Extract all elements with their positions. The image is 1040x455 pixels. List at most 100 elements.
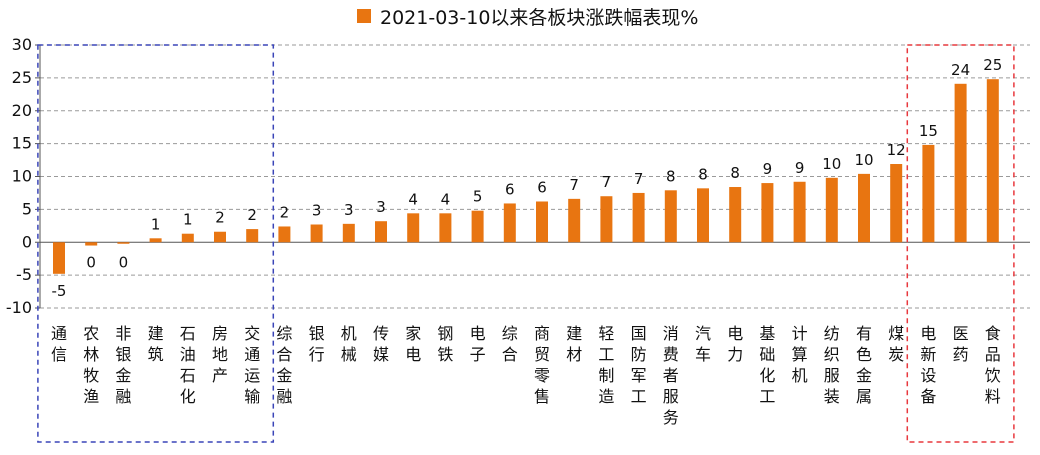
gridlines [40, 44, 1030, 309]
bar [954, 83, 967, 243]
category-label: 房地产 [212, 324, 228, 385]
legend-swatch [357, 9, 371, 23]
y-tick-label: 0 [22, 232, 32, 251]
bar [375, 221, 387, 243]
data-label: 5 [473, 188, 483, 206]
bar [568, 198, 581, 243]
bar [600, 196, 613, 243]
category-label: 汽车 [695, 324, 711, 364]
y-tick-label: 10 [12, 167, 32, 186]
category-label: 农林牧渔 [83, 324, 99, 406]
category-label: 机械 [341, 324, 357, 364]
bar [471, 210, 484, 243]
data-label: 15 [919, 122, 938, 140]
category-label: 纺织服装 [824, 324, 840, 406]
category-label: 通信 [51, 324, 67, 364]
bar [503, 203, 516, 243]
category-label: 交通运输 [244, 324, 260, 406]
category-label: 非银金融 [115, 324, 131, 406]
category-label: 综合 [502, 324, 518, 364]
category-label: 家电 [405, 324, 421, 364]
data-label: 2 [215, 209, 225, 227]
data-label: 2 [280, 203, 290, 221]
category-label: 消费者服务 [663, 324, 679, 427]
bar [310, 224, 323, 243]
data-label: -5 [52, 282, 67, 300]
y-tick-label: -10 [6, 298, 32, 317]
bar [117, 242, 130, 244]
data-label: 3 [376, 198, 386, 216]
bar [858, 173, 870, 243]
data-label: 7 [634, 170, 644, 188]
y-tick-label: 15 [12, 134, 32, 153]
bar [181, 233, 194, 243]
data-label: 9 [795, 159, 805, 177]
legend: 2021-03-10以来各板块涨跌幅表现% [357, 7, 698, 29]
category-label: 食品饮料 [985, 324, 1001, 406]
data-label: 6 [505, 180, 515, 198]
category-label: 电子 [470, 324, 486, 364]
bar [986, 79, 999, 243]
category-label: 基础化工 [759, 324, 775, 406]
data-label: 6 [537, 178, 547, 196]
category-label: 医药 [953, 324, 969, 364]
y-tick-label: 30 [12, 35, 32, 54]
data-label: 8 [730, 164, 740, 182]
bar [793, 181, 806, 243]
bar [729, 187, 742, 243]
data-label: 7 [569, 176, 579, 194]
category-label: 电新设备 [920, 324, 936, 406]
bar [761, 183, 774, 243]
bar [246, 229, 259, 243]
category-label: 煤炭 [888, 324, 904, 364]
data-label: 4 [441, 190, 451, 208]
category-label: 建材 [566, 324, 582, 364]
category-label: 电力 [727, 324, 743, 364]
highlight-boxes [37, 44, 1015, 443]
y-tick-label: 25 [12, 68, 32, 87]
data-label: 8 [666, 167, 676, 185]
data-label: 1 [151, 215, 161, 233]
category-label: 综合金融 [276, 324, 292, 406]
category-label: 有色金属 [856, 324, 872, 406]
data-label: 0 [119, 253, 129, 271]
bar [439, 213, 452, 243]
bar [632, 192, 645, 243]
data-label: 8 [698, 165, 708, 183]
data-label: 12 [887, 141, 906, 159]
data-label: 10 [822, 155, 841, 173]
bar [342, 223, 355, 243]
bar [825, 177, 838, 243]
data-label: 2 [247, 206, 257, 224]
bar [890, 164, 903, 243]
bar [922, 144, 935, 243]
data-label: 9 [763, 160, 773, 178]
category-label: 钢铁 [437, 324, 453, 364]
data-label: 1 [183, 211, 193, 229]
category-label: 轻工制造 [598, 324, 614, 406]
bar [85, 242, 98, 246]
category-label: 建筑 [148, 324, 164, 364]
data-label: 4 [408, 190, 418, 208]
category-label: 银行 [309, 324, 325, 364]
category-label: 传媒 [373, 324, 389, 364]
data-label: 25 [983, 56, 1002, 74]
data-label: 3 [344, 201, 354, 219]
bar [697, 188, 709, 243]
bar [407, 213, 420, 243]
data-label: 7 [602, 173, 612, 191]
y-tick-label: -5 [16, 265, 32, 284]
legend-label: 2021-03-10以来各板块涨跌幅表现% [380, 7, 698, 29]
bottom-group [37, 44, 275, 443]
category-label: 国防军工 [631, 324, 647, 406]
data-label: 24 [951, 61, 970, 79]
bars [53, 79, 999, 274]
data-label: 10 [854, 151, 873, 169]
bar [536, 201, 548, 243]
bar [214, 231, 226, 243]
y-tick-label: 5 [22, 199, 32, 218]
